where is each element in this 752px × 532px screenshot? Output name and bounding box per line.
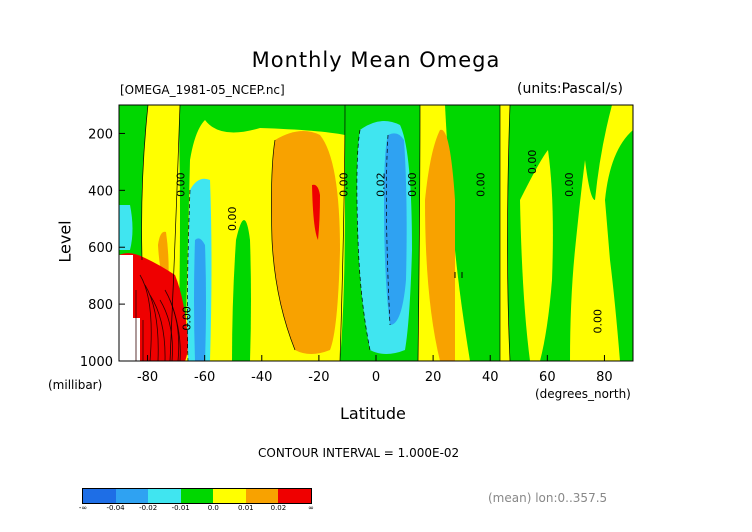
x-tick-label: -80 (137, 370, 158, 385)
x-tick-label: 60 (539, 370, 556, 385)
contour-label: 0.00 (526, 150, 539, 175)
mean-range-label: (mean) lon:0..357.5 (488, 491, 608, 505)
colorbar-swatch (83, 489, 116, 503)
y-tick-label: 600 (88, 241, 113, 256)
colorbar-swatch (213, 489, 246, 503)
colorbar-swatch (278, 489, 312, 503)
y-axis-unit: (millibar) (48, 378, 103, 392)
contour-label: 0.00 (475, 172, 488, 197)
y-tick-label: 200 (88, 127, 113, 142)
colorbar-tick-label: -∞ (78, 504, 88, 512)
x-tick-label: 40 (482, 370, 499, 385)
contour-label: 0.00 (563, 172, 576, 197)
colorbar-tick-label: 0.02 (270, 504, 287, 512)
chart-title: Monthly Mean Omega (251, 48, 501, 72)
colorbar-swatch (180, 489, 214, 503)
x-tick-label: -60 (194, 370, 215, 385)
y-tick-label: 400 (88, 184, 113, 199)
x-tick-label: 0 (372, 370, 380, 385)
x-tick-label: 80 (596, 370, 613, 385)
contour-interval-label: CONTOUR INTERVAL = 1.000E-02 (258, 446, 460, 460)
y-tick-label: 800 (88, 298, 113, 313)
colorbar-tick-label: -0.01 (171, 504, 190, 512)
colorbar-swatch (148, 489, 181, 503)
file-label: [OMEGA_1981-05_NCEP.nc] (120, 83, 285, 97)
colorbar-swatch (245, 489, 279, 503)
units-label: (units:Pascal/s) (517, 81, 623, 97)
colorbar (82, 488, 312, 504)
colorbar-tick-label: -0.02 (139, 504, 158, 512)
contour-label: 0.00 (175, 172, 188, 197)
contour-label: 0.00 (226, 207, 239, 232)
x-axis-unit: (degrees_north) (535, 387, 631, 401)
contour-fields (119, 105, 633, 361)
x-axis-label: Latitude (340, 404, 406, 423)
contour-label: 0.00 (406, 172, 419, 197)
colorbar-tick-label: -0.04 (106, 504, 125, 512)
contour-label: 0.02 (375, 172, 388, 197)
x-tick-label: 20 (425, 370, 442, 385)
colorbar-swatch (115, 489, 149, 503)
colorbar-tick-label: 0.01 (238, 504, 254, 512)
contour-label: 0.00 (592, 309, 605, 334)
x-tick-label: -20 (308, 370, 329, 385)
colorbar-tick-label: 0.0 (207, 504, 219, 512)
contour-label: 0.00 (337, 172, 350, 197)
x-tick-label: -40 (251, 370, 272, 385)
contour-label: 0.00 (180, 306, 193, 331)
colorbar-tick-label: ∞ (308, 504, 314, 512)
y-tick-label: 1000 (80, 355, 113, 370)
